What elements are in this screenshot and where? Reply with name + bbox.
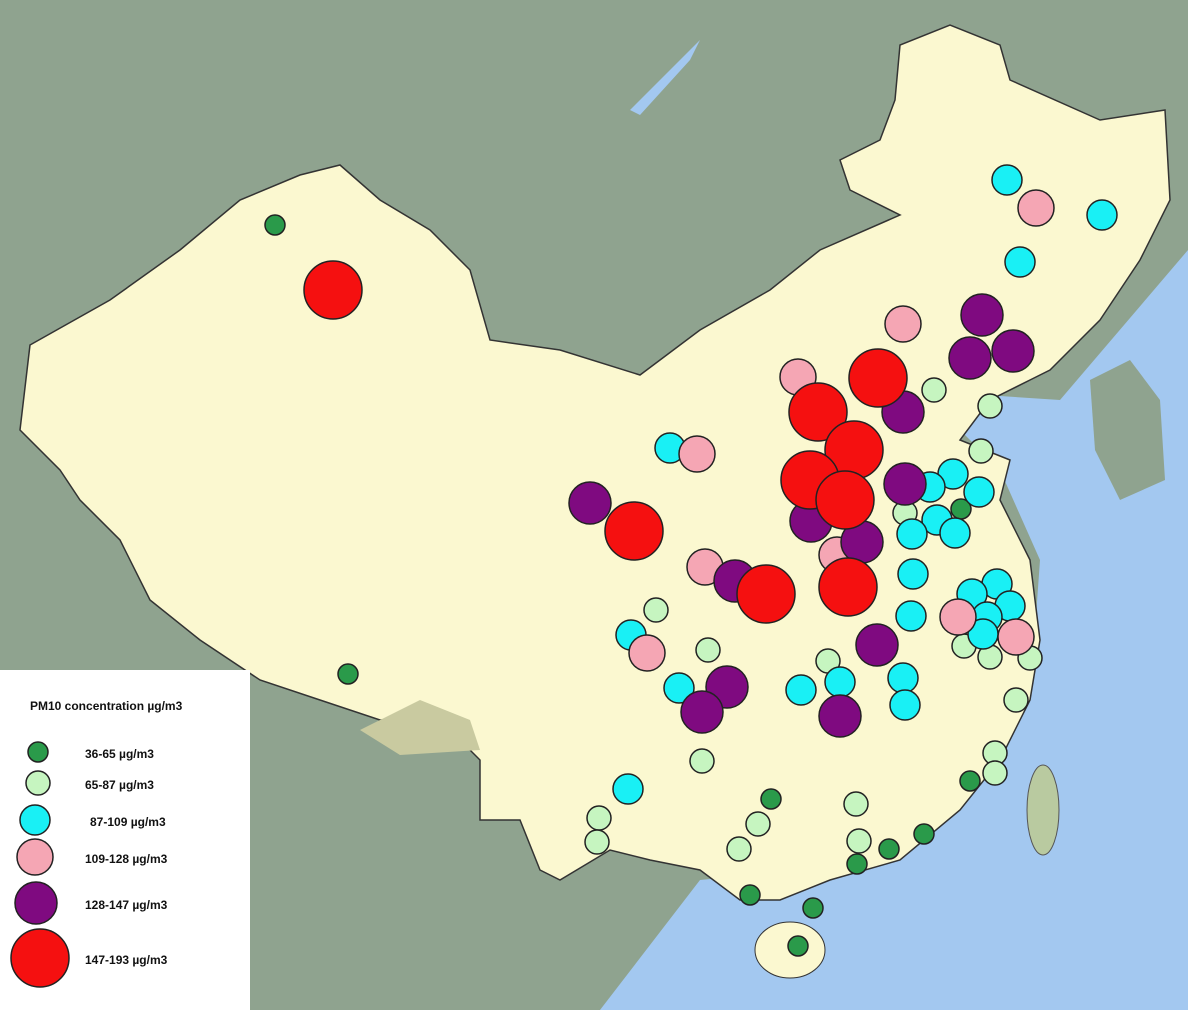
station-marker	[991, 164, 1023, 196]
legend-label: 36-65 µg/m3	[85, 747, 154, 761]
station-marker	[303, 260, 363, 320]
station-marker	[643, 597, 669, 623]
legend-swatch	[27, 741, 49, 763]
legend-label: 128-147 µg/m3	[85, 898, 168, 912]
disputed-area	[360, 700, 480, 755]
station-marker	[883, 462, 927, 506]
station-marker	[921, 377, 947, 403]
station-marker	[788, 382, 848, 442]
station-marker	[948, 336, 992, 380]
station-marker	[680, 690, 724, 734]
station-marker	[695, 637, 721, 663]
legend-swatch	[19, 804, 51, 836]
station-marker	[889, 689, 921, 721]
station-marker	[913, 823, 935, 845]
station-marker	[612, 773, 644, 805]
station-marker	[846, 828, 872, 854]
station-marker	[1017, 189, 1055, 227]
station-marker	[846, 853, 868, 875]
legend-label: 147-193 µg/m3	[85, 953, 168, 967]
station-marker	[982, 760, 1008, 786]
station-marker	[815, 470, 875, 530]
station-marker	[584, 829, 610, 855]
lake	[630, 10, 715, 115]
station-marker	[963, 476, 995, 508]
station-marker	[802, 897, 824, 919]
legend-swatch	[10, 928, 70, 988]
station-marker	[939, 598, 977, 636]
station-marker	[745, 811, 771, 837]
station-marker	[960, 293, 1004, 337]
station-marker	[568, 481, 612, 525]
legend-label: 65-87 µg/m3	[85, 778, 154, 792]
station-marker	[991, 329, 1035, 373]
korea	[1090, 360, 1165, 500]
station-marker	[897, 558, 929, 590]
station-marker	[887, 662, 919, 694]
station-marker	[855, 623, 899, 667]
station-marker	[884, 305, 922, 343]
station-marker	[689, 748, 715, 774]
station-marker	[997, 618, 1035, 656]
station-marker	[1004, 246, 1036, 278]
station-marker	[896, 518, 928, 550]
station-marker	[818, 557, 878, 617]
station-marker	[726, 836, 752, 862]
station-marker	[604, 501, 664, 561]
station-marker	[848, 348, 908, 408]
station-marker	[785, 674, 817, 706]
station-marker	[818, 694, 862, 738]
station-marker	[824, 666, 856, 698]
legend-swatch	[25, 770, 51, 796]
station-marker	[939, 517, 971, 549]
taiwan	[1026, 764, 1060, 856]
station-marker	[968, 438, 994, 464]
station-marker	[678, 435, 716, 473]
legend-swatch	[14, 881, 58, 925]
station-marker	[586, 805, 612, 831]
station-marker	[736, 564, 796, 624]
station-marker	[264, 214, 286, 236]
station-marker	[977, 393, 1003, 419]
station-marker	[1086, 199, 1118, 231]
legend-swatch	[16, 838, 54, 876]
stations	[264, 164, 1118, 957]
station-marker	[878, 838, 900, 860]
station-marker	[1003, 687, 1029, 713]
station-marker	[760, 788, 782, 810]
station-marker	[337, 663, 359, 685]
legend-title: PM10 concentration µg/m3	[30, 699, 183, 713]
legend-label: 109-128 µg/m3	[85, 852, 168, 866]
station-marker	[663, 672, 695, 704]
legend-label: 87-109 µg/m3	[90, 815, 166, 829]
legend: PM10 concentration µg/m3 36-65 µg/m3 65-8…	[10, 699, 183, 988]
station-marker	[895, 600, 927, 632]
station-marker	[739, 884, 761, 906]
station-marker	[843, 791, 869, 817]
station-marker	[628, 634, 666, 672]
station-marker	[959, 770, 981, 792]
station-marker	[787, 935, 809, 957]
